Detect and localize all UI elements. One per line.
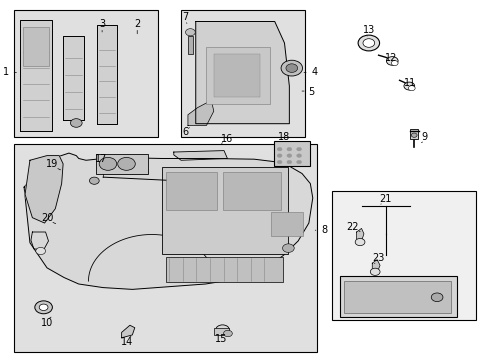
Bar [14,10,158,137]
Polygon shape [173,150,227,160]
Bar [409,129,417,139]
Polygon shape [371,260,379,273]
Circle shape [36,247,45,255]
Bar [206,46,269,104]
Bar [331,191,475,320]
Bar [187,36,192,54]
Text: 2: 2 [134,19,140,29]
Bar [165,172,216,211]
Circle shape [277,154,282,157]
Circle shape [369,268,379,275]
Bar [22,27,49,66]
Circle shape [282,244,294,252]
Text: 23: 23 [372,253,384,263]
Bar [181,10,305,137]
Text: 16: 16 [221,134,233,144]
Bar [344,281,450,314]
Text: 15: 15 [214,333,227,343]
Circle shape [277,160,282,164]
Polygon shape [20,20,52,131]
Bar [213,54,260,97]
Polygon shape [25,156,63,223]
Circle shape [286,160,291,164]
Bar [271,212,303,235]
Circle shape [386,57,397,65]
Text: 17: 17 [94,154,106,164]
Circle shape [118,157,135,170]
Polygon shape [122,325,135,338]
Text: 6: 6 [182,127,188,136]
Text: 21: 21 [379,194,391,204]
Polygon shape [63,36,83,120]
Text: 18: 18 [278,132,290,142]
Circle shape [362,39,374,47]
Bar [96,154,148,174]
Polygon shape [195,22,289,124]
Text: 1: 1 [3,67,9,77]
Circle shape [70,119,82,127]
Text: 11: 11 [404,78,416,88]
Circle shape [285,64,297,72]
Text: 5: 5 [307,87,313,97]
Bar [273,141,310,166]
Circle shape [296,154,301,157]
Bar [214,328,228,335]
Circle shape [185,29,195,36]
Text: 13: 13 [362,25,374,35]
Text: 22: 22 [346,222,358,231]
Circle shape [354,238,364,246]
Bar [161,167,288,253]
Text: 10: 10 [41,319,53,328]
Circle shape [296,147,301,151]
Text: 20: 20 [41,213,53,222]
Polygon shape [356,228,363,241]
Bar [165,257,282,282]
Text: 12: 12 [384,53,396,63]
Circle shape [410,133,416,137]
Circle shape [223,330,232,337]
Circle shape [286,147,291,151]
Circle shape [277,147,282,151]
Circle shape [35,301,52,314]
Bar [14,144,316,352]
Circle shape [286,154,291,157]
Text: 8: 8 [321,225,327,235]
Circle shape [89,177,99,184]
Circle shape [99,157,117,170]
Circle shape [281,60,302,76]
Text: 9: 9 [421,132,427,142]
Bar [222,172,281,211]
Text: 3: 3 [99,19,105,29]
Circle shape [430,293,442,302]
Text: 19: 19 [46,159,58,169]
Circle shape [390,60,397,66]
Text: 14: 14 [121,337,133,347]
Text: 7: 7 [182,12,188,22]
Circle shape [357,35,379,51]
Circle shape [407,86,414,91]
Circle shape [403,82,414,90]
Polygon shape [24,153,312,289]
Polygon shape [97,25,117,124]
Circle shape [215,325,229,335]
Bar [339,276,456,317]
Circle shape [39,304,48,311]
Polygon shape [31,232,48,250]
Circle shape [296,160,301,164]
Text: 4: 4 [311,67,317,77]
Polygon shape [187,100,213,126]
